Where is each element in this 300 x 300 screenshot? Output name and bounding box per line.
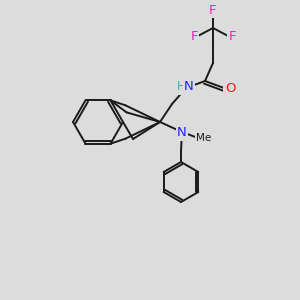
- Text: N: N: [184, 80, 194, 94]
- Text: Me: Me: [196, 133, 211, 143]
- Text: H: H: [177, 80, 185, 94]
- Text: F: F: [228, 31, 236, 44]
- Text: N: N: [177, 127, 187, 140]
- Text: F: F: [209, 4, 217, 16]
- Text: O: O: [225, 82, 235, 94]
- Text: F: F: [190, 31, 198, 44]
